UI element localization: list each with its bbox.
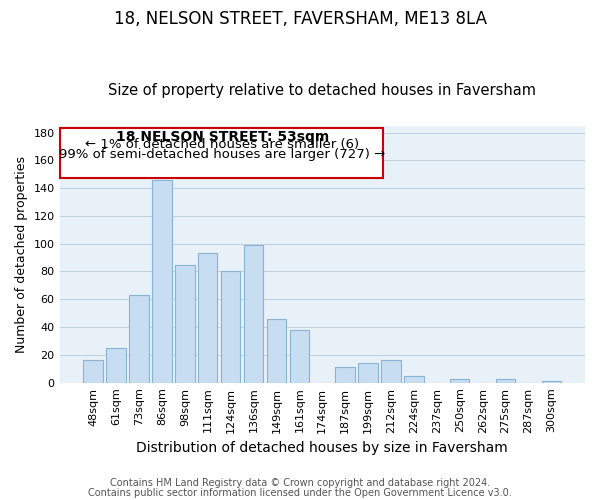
Bar (175, 264, 194, 382)
Bar (129, 295, 149, 382)
Bar (152, 180, 172, 382)
Bar (83, 360, 103, 382)
Text: Contains HM Land Registry data © Crown copyright and database right 2024.: Contains HM Land Registry data © Crown c… (110, 478, 490, 488)
FancyBboxPatch shape (59, 128, 383, 178)
Bar (106, 348, 126, 382)
Bar (496, 378, 515, 382)
Text: 99% of semi-detached houses are larger (727) →: 99% of semi-detached houses are larger (… (59, 148, 386, 161)
Bar (267, 318, 286, 382)
Bar (244, 245, 263, 382)
Bar (450, 378, 469, 382)
Bar (404, 376, 424, 382)
Bar (358, 363, 378, 382)
Bar (290, 330, 309, 382)
Bar (221, 272, 241, 382)
Bar (335, 368, 355, 382)
Title: Size of property relative to detached houses in Faversham: Size of property relative to detached ho… (108, 83, 536, 98)
Bar (198, 254, 217, 382)
Bar (381, 360, 401, 382)
Text: Contains public sector information licensed under the Open Government Licence v3: Contains public sector information licen… (88, 488, 512, 498)
X-axis label: Distribution of detached houses by size in Faversham: Distribution of detached houses by size … (136, 441, 508, 455)
Y-axis label: Number of detached properties: Number of detached properties (15, 156, 28, 352)
Text: 18, NELSON STREET, FAVERSHAM, ME13 8LA: 18, NELSON STREET, FAVERSHAM, ME13 8LA (113, 10, 487, 28)
Text: 18 NELSON STREET: 53sqm: 18 NELSON STREET: 53sqm (116, 130, 329, 144)
Text: ← 1% of detached houses are smaller (6): ← 1% of detached houses are smaller (6) (85, 138, 359, 151)
